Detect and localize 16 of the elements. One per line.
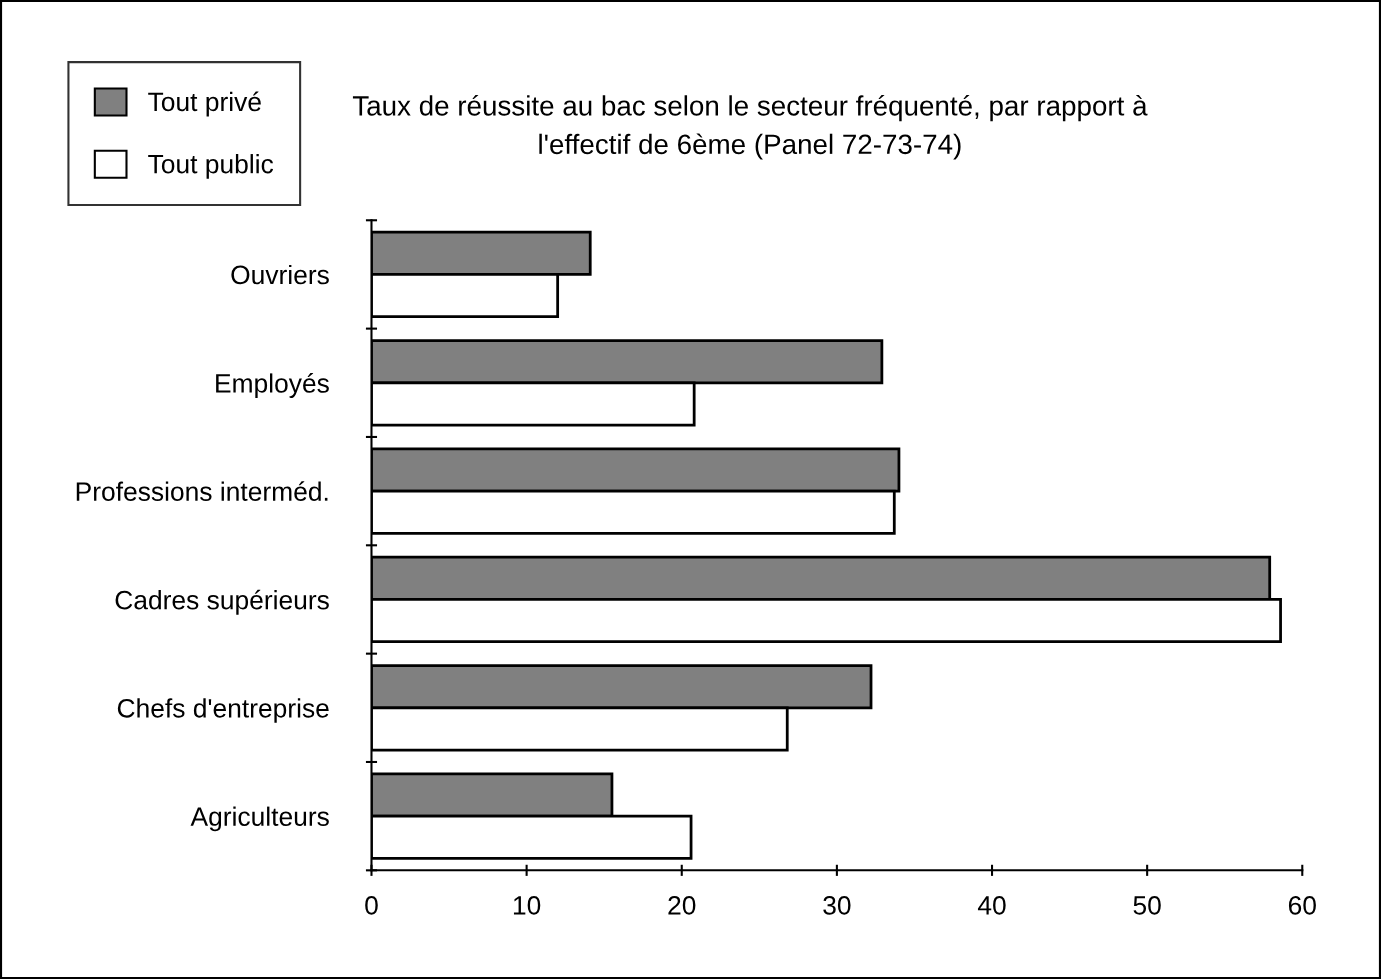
x-tick-label: 60 xyxy=(1288,896,1316,915)
y-tick-label: Cadres supérieurs xyxy=(115,589,329,615)
y-tick-label: Ouvriers xyxy=(231,264,329,285)
y-tick-label: Chefs d'entreprise xyxy=(117,698,329,723)
legend-label: Tout public xyxy=(148,154,274,179)
x-tick-label: 10 xyxy=(513,896,541,915)
x-tick-label: 50 xyxy=(1133,896,1161,915)
y-tick-label: Agriculteurs xyxy=(190,806,329,832)
chart-title: Taux de réussite au bac selon le secteur fréquenté, par rapport à l'effectif de 6ème (Panel 72-73-74) xyxy=(352,94,1148,160)
y-tick-label: Professions interméd. xyxy=(76,481,328,501)
y-tick-label: Employés xyxy=(216,373,329,398)
x-tick-label: 30 xyxy=(823,896,851,915)
x-tick-label: 40 xyxy=(977,896,1006,915)
x-tick-label: 20 xyxy=(668,896,696,915)
x-tick-label: 0 xyxy=(365,896,378,915)
legend-label: Tout privé xyxy=(148,91,261,117)
